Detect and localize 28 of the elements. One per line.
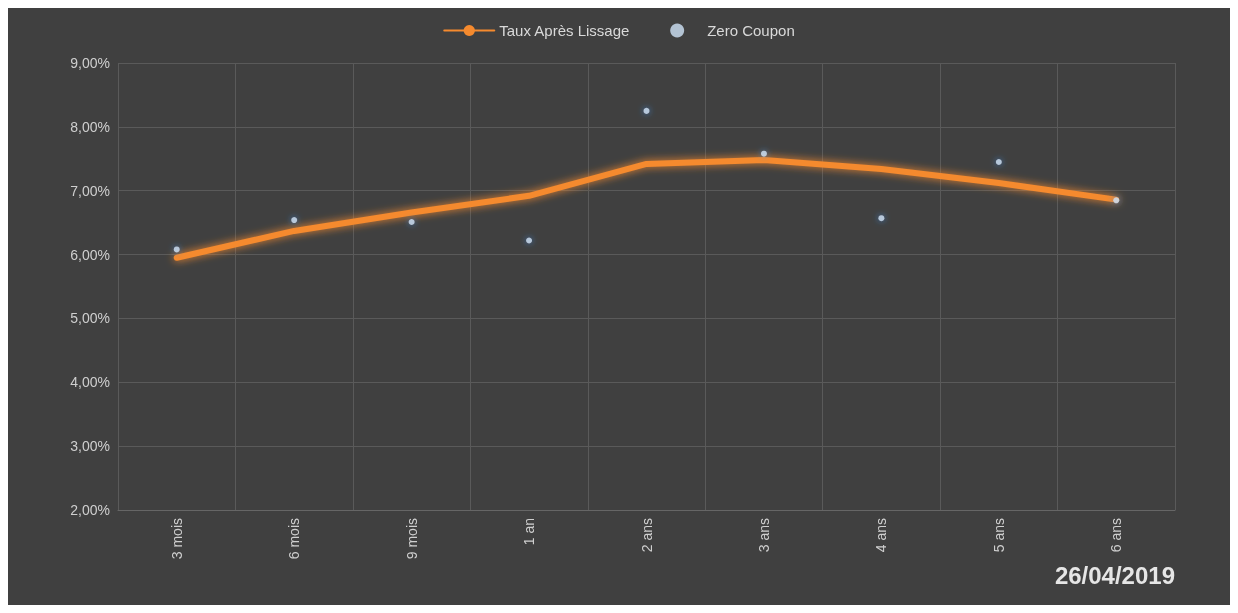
point xyxy=(760,150,767,157)
y-tick-label: 3,00% xyxy=(70,438,110,455)
point xyxy=(643,107,650,114)
point xyxy=(526,237,533,244)
x-tick-label: 6 mois xyxy=(286,518,303,560)
y-tick-label: 8,00% xyxy=(70,118,110,135)
y-tick-label: 5,00% xyxy=(70,310,110,327)
y-tick-label: 4,00% xyxy=(70,374,110,391)
legend-label: Zero Coupon xyxy=(707,22,795,39)
x-tick-label: 2 ans xyxy=(638,518,655,553)
point xyxy=(291,217,298,224)
legend-label: Taux Après Lissage xyxy=(499,22,630,39)
x-tick-label: 3 ans xyxy=(755,518,772,553)
x-tick-label: 4 ans xyxy=(873,518,890,553)
y-tick-label: 7,00% xyxy=(70,182,110,199)
x-tick-label: 9 mois xyxy=(403,518,420,560)
x-tick-label: 6 ans xyxy=(1108,518,1125,553)
point xyxy=(878,215,885,222)
point xyxy=(408,219,415,225)
x-tick-label: 5 ans xyxy=(990,518,1007,553)
y-tick-label: 2,00% xyxy=(70,502,110,518)
text: 26/04/2019 xyxy=(1054,561,1176,589)
x-tick-label: 1 an xyxy=(521,518,538,546)
y-tick-label: 9,00% xyxy=(70,55,110,71)
x-tick-label: 3 mois xyxy=(168,518,185,560)
point xyxy=(995,158,1002,165)
point xyxy=(1113,197,1120,204)
y-tick-label: 6,00% xyxy=(70,246,110,263)
